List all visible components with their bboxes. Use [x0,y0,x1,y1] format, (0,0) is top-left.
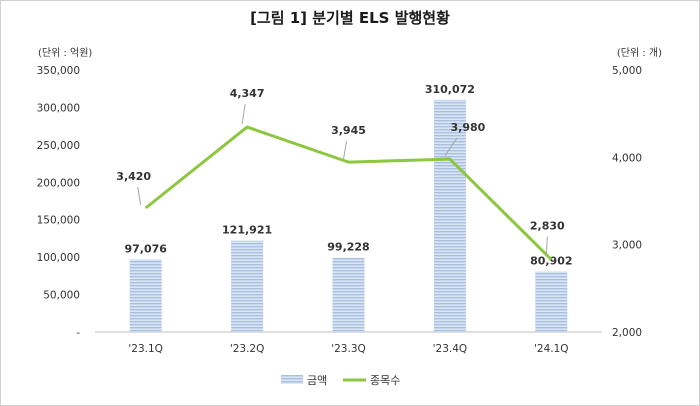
leader-line [545,236,548,257]
bar [129,259,162,332]
x-tick-label: '23.1Q [128,343,163,355]
x-tick-label: '23.3Q [331,343,366,355]
left-tick-label: - [76,327,80,339]
left-tick-label: 250,000 [37,140,80,152]
bar [535,271,568,332]
left-tick-label: 200,000 [37,177,80,189]
series-line-count [144,125,553,261]
legend-label-amount: 금액 [307,374,327,387]
legend-label-count: 종목수 [370,374,400,387]
left-axis-unit: (단위 : 억원) [38,46,92,59]
leader-line [241,103,246,125]
right-tick-label: 3,000 [612,240,642,252]
right-tick-label: 4,000 [612,152,642,164]
legend-swatch-amount [281,375,303,384]
line-value-label: 3,945 [331,124,366,137]
bar-value-label: 80,902 [530,254,572,267]
plot-area: - 50,000 100,000 150,000 200,000 250,000 300,0… [37,65,642,355]
bar-value-label: 99,228 [327,241,369,254]
left-tick-label: 350,000 [37,65,80,77]
bar-value-label: 310,072 [425,83,475,96]
line-value-label: 4,347 [230,87,265,100]
x-tick-label: '24.1Q [534,343,569,355]
right-tick-label: 5,000 [612,65,642,77]
left-tick-label: 150,000 [37,215,80,227]
bar [332,257,365,332]
x-tick-label: '23.4Q [433,343,468,355]
bar [231,240,264,332]
bar-value-label: 121,921 [222,224,272,237]
right-axis-unit: (단위 : 개) [617,46,662,59]
bar-value-label: 97,076 [124,242,167,255]
leader-line [343,141,347,160]
line-value-label: 2,830 [530,220,565,233]
line-value-label: 3,420 [116,170,151,183]
left-tick-label: 300,000 [37,102,80,114]
right-tick-label: 2,000 [612,327,642,339]
left-tick-label: 50,000 [43,290,80,302]
leader-line [137,186,142,206]
left-tick-label: 100,000 [37,252,80,264]
chart-title: [그림 1] 분기별 ELS 발행현황 [250,9,450,27]
line-value-label: 3,980 [451,121,486,134]
leader-line [444,137,458,157]
legend: 금액 종목수 [281,374,400,387]
x-tick-label: '23.2Q [230,343,265,355]
bar [433,99,466,332]
